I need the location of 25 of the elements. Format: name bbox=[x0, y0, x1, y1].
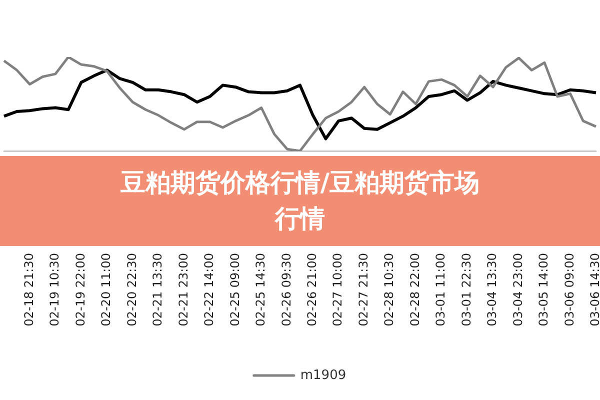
x-tick-label: 03-01 11:00 bbox=[434, 253, 448, 326]
x-tick-label: 03-06 09:00 bbox=[562, 253, 576, 326]
x-tick-label: 03-04 23:00 bbox=[510, 253, 525, 326]
x-tick-label: 02-19 22:00 bbox=[73, 253, 88, 326]
x-tick-label: 02-28 22:00 bbox=[408, 253, 422, 326]
legend-label: m1909 bbox=[300, 368, 346, 383]
x-tick-label: 02-20 11:00 bbox=[99, 253, 114, 326]
x-tick-label: 02-28 10:30 bbox=[382, 253, 396, 326]
x-tick-label: 02-26 21:00 bbox=[304, 253, 319, 326]
x-tick-label: 02-26 09:30 bbox=[279, 253, 294, 326]
x-tick-label: 03-05 14:00 bbox=[536, 253, 551, 326]
x-tick-label: 02-21 13:30 bbox=[150, 253, 165, 326]
x-tick-label: 02-18 21:30 bbox=[22, 253, 36, 326]
x-tick-label: 02-22 14:00 bbox=[202, 253, 216, 326]
x-tick-label: 03-01 22:30 bbox=[459, 253, 474, 326]
x-tick-label: 02-25 09:00 bbox=[228, 253, 242, 326]
x-tick-label: 02-20 22:30 bbox=[124, 253, 139, 326]
x-tick-label: 02-27 10:00 bbox=[330, 253, 345, 326]
x-tick-label: 02-25 14:30 bbox=[254, 253, 268, 326]
x-tick-label: 03-06 14:30 bbox=[588, 253, 600, 326]
x-tick-label: 03-04 13:30 bbox=[485, 253, 500, 326]
x-tick-label: 02-21 23:00 bbox=[176, 253, 190, 326]
text: 豆粕期货价格行情/豆粕期货市场行情 bbox=[119, 167, 481, 235]
x-tick-label: 02-19 10:30 bbox=[48, 253, 62, 326]
x-tick-label: 02-27 21:30 bbox=[356, 253, 370, 326]
